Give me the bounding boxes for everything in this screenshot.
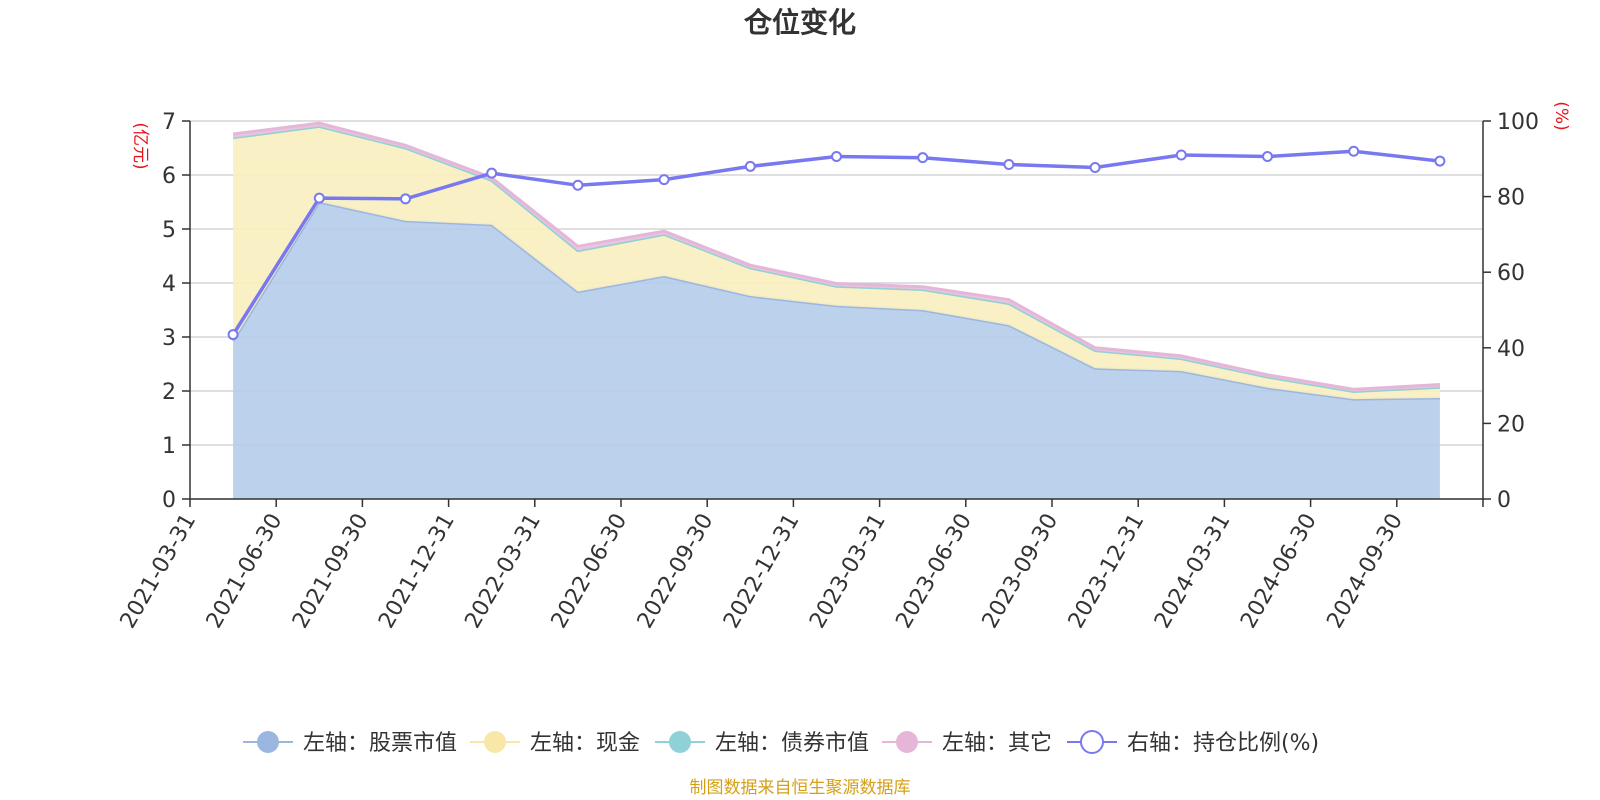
ratio-point	[1003, 158, 1015, 170]
ratio-point	[744, 160, 756, 172]
legend-item[interactable]: 左轴：债券市值	[655, 731, 869, 756]
left-axis-ticks: 0 1 2 3 4 5 6 7	[162, 110, 190, 513]
left-tick-label: 3	[162, 326, 176, 351]
ratio-point	[572, 179, 584, 191]
legend-item[interactable]: 左轴：股票市值	[243, 731, 457, 756]
x-tick-label: 2023-03-31	[805, 510, 891, 633]
legend-label: 左轴：债券市值	[715, 731, 869, 756]
x-tick-label: 2021-09-30	[288, 510, 374, 633]
ratio-point	[658, 174, 670, 186]
x-tick-label: 2022-09-30	[633, 510, 719, 633]
right-tick-label: 60	[1497, 261, 1525, 286]
legend-marker-icon	[896, 731, 918, 753]
legend[interactable]: 左轴：股票市值 左轴：现金 左轴：债券市值 左轴：其它 右轴：持仓比例(%)	[243, 730, 1319, 756]
legend-marker-icon	[669, 731, 691, 753]
source-note: 制图数据来自恒生聚源数据库	[690, 778, 911, 798]
x-tick-label: 2023-12-31	[1064, 510, 1150, 633]
left-axis-unit: (亿元)	[130, 122, 150, 169]
x-tick-label: 2022-12-31	[719, 510, 805, 633]
left-tick-label: 7	[162, 110, 176, 135]
legend-label: 右轴：持仓比例(%)	[1127, 731, 1319, 756]
area-股票市值	[233, 202, 1440, 499]
ratio-point	[227, 329, 239, 341]
x-tick-label: 2024-03-31	[1150, 510, 1236, 633]
x-tick-label: 2024-06-30	[1236, 510, 1322, 633]
ratio-point	[400, 193, 411, 205]
legend-marker-icon	[257, 731, 279, 753]
right-tick-label: 20	[1497, 412, 1525, 437]
ratio-point	[486, 167, 498, 179]
ratio-point	[1262, 151, 1273, 163]
x-tick-label: 2022-03-31	[460, 510, 546, 633]
legend-item[interactable]: 左轴：现金	[470, 731, 640, 756]
left-tick-label: 2	[162, 380, 176, 405]
ratio-point	[1434, 155, 1446, 167]
legend-item[interactable]: 左轴：其它	[882, 731, 1052, 756]
x-axis-ticks: 2021-03-31 2021-06-30 2021-09-30 2021-12-31…	[116, 499, 1484, 633]
x-tick-label: 2023-09-30	[978, 510, 1064, 633]
x-tick-label: 2022-06-30	[547, 510, 633, 633]
legend-label: 左轴：其它	[942, 731, 1052, 756]
ratio-point	[917, 152, 929, 164]
left-tick-label: 4	[162, 272, 176, 297]
stacked-areas	[231, 121, 1440, 499]
legend-item[interactable]: 右轴：持仓比例(%)	[1067, 730, 1319, 756]
legend-label: 左轴：股票市值	[303, 731, 457, 756]
area-line-其它	[232, 121, 1440, 391]
right-axis-unit: (%)	[1551, 101, 1571, 130]
ratio-point	[831, 151, 842, 163]
position-ratio-line	[227, 145, 1446, 341]
ratio-point	[1348, 145, 1360, 157]
x-tick-label: 2024-09-30	[1322, 510, 1408, 633]
legend-marker-icon	[1080, 730, 1104, 754]
left-tick-label: 0	[162, 488, 176, 513]
ratio-point	[1089, 161, 1101, 173]
x-tick-label: 2021-03-31	[116, 510, 202, 633]
axes	[189, 121, 1484, 500]
left-tick-label: 6	[162, 164, 176, 189]
right-tick-label: 40	[1497, 337, 1525, 362]
left-tick-label: 5	[162, 218, 176, 243]
legend-marker-icon	[484, 731, 506, 753]
right-tick-label: 80	[1497, 186, 1525, 211]
ratio-point	[313, 192, 325, 204]
right-tick-label: 0	[1497, 488, 1511, 513]
right-tick-label: 100	[1497, 110, 1539, 135]
ratio-point	[1175, 149, 1187, 161]
x-tick-label: 2021-12-31	[374, 510, 460, 633]
x-tick-label: 2023-06-30	[891, 510, 977, 633]
area-现金	[233, 126, 1440, 400]
legend-label: 左轴：现金	[530, 731, 640, 756]
left-tick-label: 1	[162, 434, 176, 459]
x-tick-label: 2021-06-30	[202, 510, 288, 633]
right-axis-ticks: 0 20 40 60 80 100	[1483, 110, 1539, 513]
chart-title: 仓位变化	[744, 6, 856, 39]
